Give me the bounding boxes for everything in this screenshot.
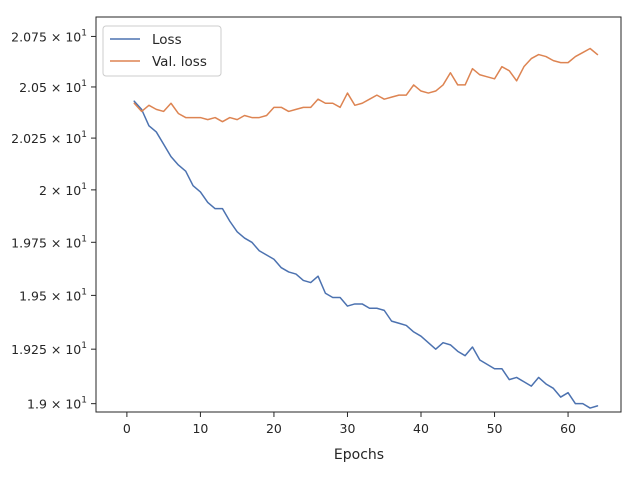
y-tick-label: 1.95 × 101 xyxy=(19,287,87,303)
y-tick-label: 1.925 × 101 xyxy=(11,341,87,357)
legend: Loss Val. loss xyxy=(102,25,222,77)
x-tick-label: 60 xyxy=(560,421,576,436)
y-tick-label: 2 × 101 xyxy=(39,182,87,198)
y-tick-label: 1.975 × 101 xyxy=(11,234,87,250)
y-tick-label: 2.075 × 101 xyxy=(11,28,87,44)
x-tick-label: 20 xyxy=(266,421,282,436)
series-line-1 xyxy=(133,100,599,409)
x-tick-label: 0 xyxy=(123,421,131,436)
x-axis-label: Epochs xyxy=(334,447,384,463)
plot-area: 0 10 20 30 40 50 60 1.9 × 101 1.925 × 101 1.95 × … xyxy=(11,16,622,436)
legend-entry-label: Loss xyxy=(152,32,182,48)
x-tick-label: 30 xyxy=(340,421,356,436)
y-tick-label: 1.9 × 101 xyxy=(27,396,87,412)
x-tick-label: 50 xyxy=(487,421,503,436)
x-tick-label: 10 xyxy=(192,421,208,436)
y-tick-label: 2.025 × 101 xyxy=(11,130,87,146)
y-tick-label: 2.05 × 101 xyxy=(19,79,87,95)
series-line-2 xyxy=(133,47,599,123)
x-tick-label: 40 xyxy=(413,421,429,436)
legend-entry-label: Val. loss xyxy=(152,54,207,70)
axes-frame xyxy=(95,16,622,413)
